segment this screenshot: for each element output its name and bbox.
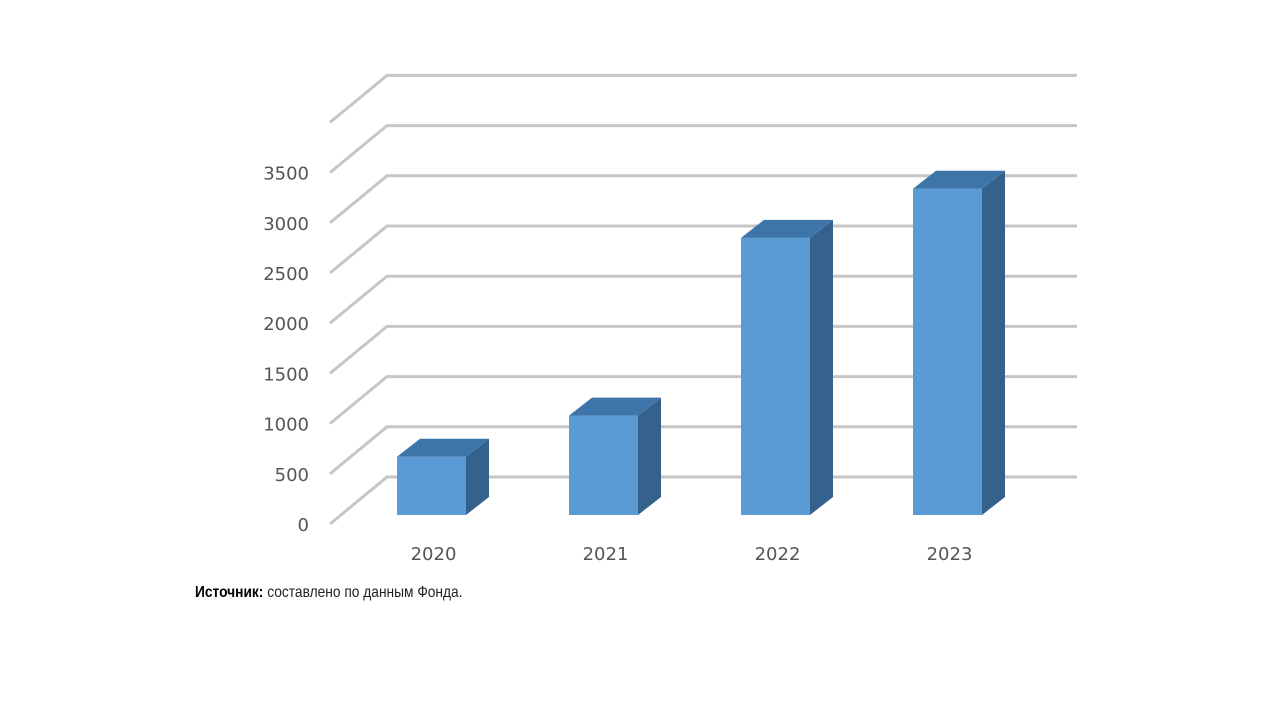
bar-side (466, 438, 489, 515)
bar-top (913, 170, 1005, 189)
bar-front (569, 415, 638, 515)
x-tick-label: 2021 (583, 544, 629, 565)
bar (913, 170, 1005, 515)
bar-front (913, 188, 982, 515)
gridline (329, 174, 1077, 224)
y-tick-label: 3000 (263, 214, 309, 235)
bars (397, 170, 1005, 515)
bar (741, 219, 833, 515)
bar (569, 397, 661, 515)
x-tick-label: 2023 (927, 544, 973, 565)
gridline (329, 73, 1077, 124)
bar-top (569, 397, 661, 416)
y-axis-labels: 0 500 1000 1500 2000 2500 3000 3500 (263, 164, 309, 536)
bar-front (397, 456, 466, 515)
gridline (329, 224, 1077, 275)
y-tick-label: 3500 (263, 164, 309, 185)
y-tick-label: 2000 (263, 314, 309, 335)
x-axis-labels: 2020 2021 2022 2023 (411, 544, 973, 565)
x-tick-label: 2020 (411, 544, 457, 565)
source-text: составлено по данным Фонда. (263, 584, 463, 601)
gridline (329, 475, 1077, 526)
gridline (329, 324, 1077, 375)
bar-front (741, 237, 810, 515)
y-tick-label: 500 (275, 465, 309, 486)
source-label: Источник: (195, 584, 264, 601)
bar-side (638, 397, 661, 515)
bar-top (397, 438, 489, 457)
gridline (329, 375, 1077, 425)
bar-top (741, 219, 833, 238)
gridline (329, 274, 1077, 325)
gridline (329, 124, 1077, 174)
y-tick-label: 0 (298, 515, 309, 536)
gridline (329, 425, 1077, 475)
bar-side (982, 170, 1005, 515)
bar (397, 438, 489, 515)
y-tick-label: 1500 (263, 364, 309, 385)
bar-side (810, 219, 833, 515)
y-tick-label: 1000 (263, 415, 309, 436)
source-note: Источник: составлено по данным Фонда. (195, 584, 463, 602)
y-tick-label: 2500 (263, 264, 309, 285)
x-tick-label: 2022 (755, 544, 801, 565)
gridlines (329, 73, 1077, 526)
